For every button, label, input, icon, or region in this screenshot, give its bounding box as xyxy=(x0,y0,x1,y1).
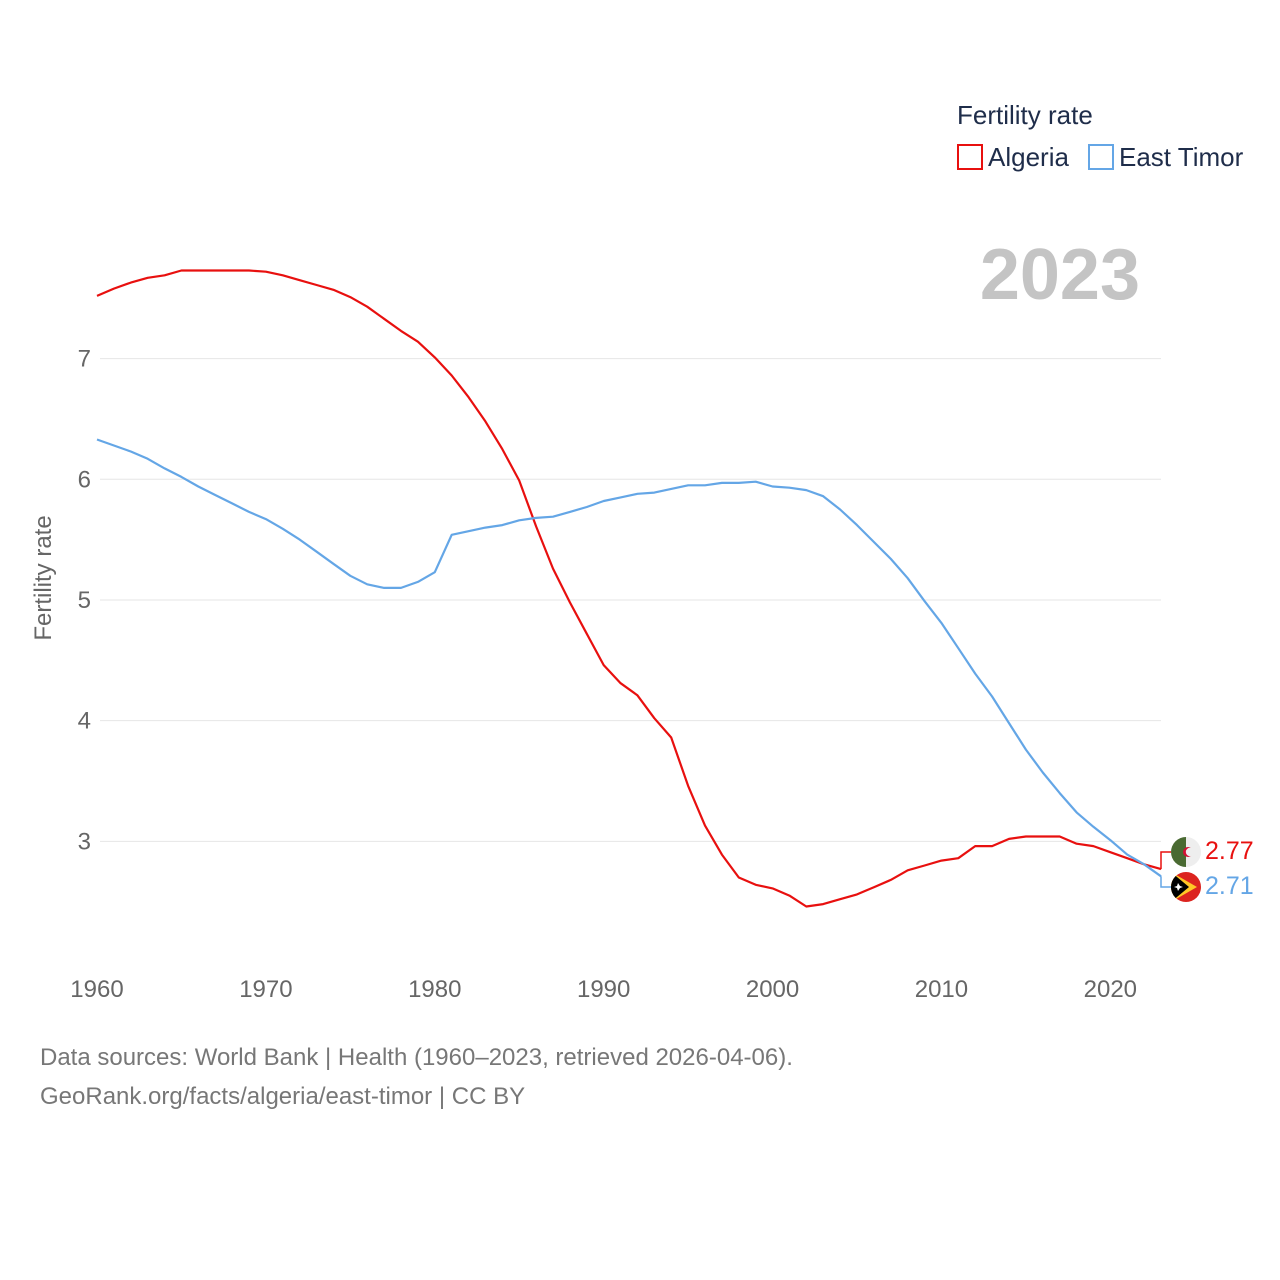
end-connector-east-timor xyxy=(1160,876,1171,888)
legend-swatch-algeria[interactable] xyxy=(957,144,983,170)
y-tick-label-5: 5 xyxy=(78,587,91,614)
series-line-algeria[interactable] xyxy=(96,269,1162,908)
x-tick-label-2010: 2010 xyxy=(915,976,968,1003)
x-tick-label-2020: 2020 xyxy=(1084,976,1137,1003)
current-year-label: 2023 xyxy=(980,235,1140,315)
x-tick-label-1970: 1970 xyxy=(239,976,292,1003)
series-line-east-timor[interactable] xyxy=(96,438,1162,878)
end-connector-algeria xyxy=(1160,851,1171,870)
east-timor-flag-icon xyxy=(1171,872,1201,902)
x-tick-label-1960: 1960 xyxy=(70,976,123,1003)
x-axis-ticks: 1960 1970 1980 1990 2000 2010 2020 xyxy=(70,976,1137,1003)
footer-link[interactable]: GeoRank.org/facts/algeria/east-timor | C… xyxy=(40,1083,526,1110)
legend-swatch-east-timor[interactable] xyxy=(1088,144,1114,170)
x-tick-label-2000: 2000 xyxy=(746,976,799,1003)
series-lines xyxy=(96,269,1171,908)
legend-label-algeria[interactable]: Algeria xyxy=(988,142,1069,172)
algeria-flag-icon xyxy=(1171,837,1201,867)
y-axis-ticks: 3 4 5 6 7 xyxy=(78,346,91,856)
end-markers: 2.77 2.71 xyxy=(1171,837,1254,902)
x-tick-label-1990: 1990 xyxy=(577,976,630,1003)
legend-label-east-timor[interactable]: East Timor xyxy=(1119,142,1244,172)
x-tick-label-1980: 1980 xyxy=(408,976,461,1003)
east-timor-end-value: 2.71 xyxy=(1205,872,1254,900)
gridlines xyxy=(100,358,1161,842)
y-tick-label-4: 4 xyxy=(78,708,91,735)
y-tick-label-7: 7 xyxy=(78,346,91,373)
legend-title: Fertility rate xyxy=(957,100,1093,130)
y-tick-label-3: 3 xyxy=(78,828,91,855)
footer-sources: Data sources: World Bank | Health (1960–… xyxy=(40,1044,793,1071)
legend: Fertility rate Algeria East Timor xyxy=(957,100,1244,172)
algeria-end-value: 2.77 xyxy=(1205,837,1254,865)
y-tick-label-6: 6 xyxy=(78,466,91,493)
y-axis-title: Fertility rate xyxy=(30,515,57,640)
